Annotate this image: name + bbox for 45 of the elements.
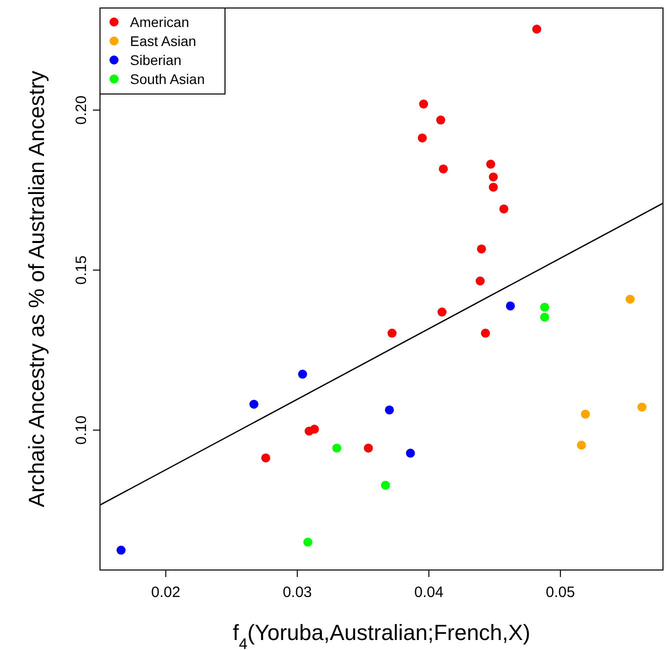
point [116,546,126,555]
x-tick-label: 0.02 [151,584,180,601]
point [480,328,490,338]
legend-label: American [130,14,190,30]
point [436,116,446,125]
point [419,100,428,109]
point [406,448,415,458]
y-tick-label: 0.20 [73,95,90,125]
point [486,160,496,169]
point [532,24,542,34]
y-tick-label: 0.15 [73,256,90,285]
y-tick-label: 0.10 [73,416,90,445]
point [364,444,373,453]
point [310,424,319,434]
point [476,276,485,286]
point [499,204,508,214]
point [626,294,635,304]
point [438,308,447,317]
point [637,402,646,412]
point [298,370,308,379]
point [303,538,312,547]
point [384,405,394,414]
point [249,400,258,409]
point [580,410,590,419]
x-tick-label: 0.03 [282,584,312,601]
point [332,444,342,453]
y-axis-title: Archaic Ancestry as % of Australian Ancestry [24,70,49,508]
x-axis-title: f$_{4}$(Yoruba,Australian;French,X) [232,620,530,650]
point [388,328,397,338]
point [380,480,390,490]
point [540,312,550,322]
x-tick-label: 0.05 [546,584,575,601]
point [576,440,586,450]
point [488,182,498,192]
point [540,302,550,312]
point [488,172,498,182]
point [506,301,515,310]
legend-label: East Asian [130,33,196,49]
legend-label: South Asian [130,71,205,87]
x-tick-label: 0.04 [414,584,444,601]
legend-label: Siberian [130,52,182,68]
point [418,133,427,142]
point [476,244,486,254]
point [438,164,448,174]
point [261,453,270,462]
